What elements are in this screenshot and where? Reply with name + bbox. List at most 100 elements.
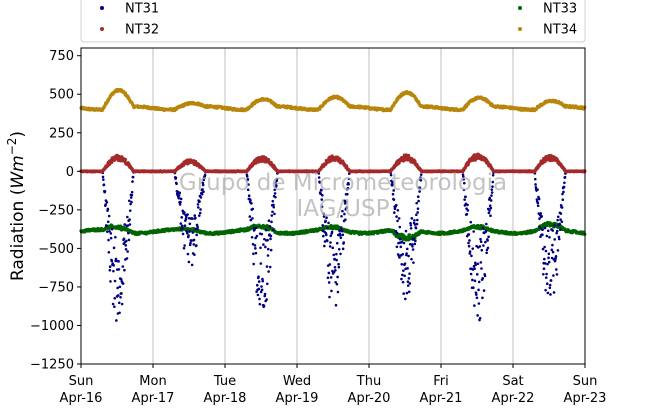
data-point-nt31 xyxy=(483,274,487,278)
data-point-nt31 xyxy=(342,241,346,244)
data-point-nt31 xyxy=(549,293,552,296)
data-point-nt31 xyxy=(477,302,481,305)
data-point-nt31 xyxy=(543,245,546,249)
data-point-nt31 xyxy=(105,224,108,228)
data-point-nt31 xyxy=(270,214,274,217)
data-point-nt31 xyxy=(486,246,490,250)
data-point-nt31 xyxy=(174,176,178,180)
data-point-nt31 xyxy=(252,262,255,266)
data-point-nt31 xyxy=(479,237,482,241)
data-point-nt31 xyxy=(112,269,115,273)
data-point-nt31 xyxy=(199,196,203,199)
data-point-nt31 xyxy=(545,282,549,286)
data-point-nt31 xyxy=(107,250,111,254)
data-point-nt31 xyxy=(393,211,396,214)
data-point-nt31 xyxy=(481,296,484,300)
data-point-nt31 xyxy=(188,230,191,233)
data-point-nt31 xyxy=(267,270,270,273)
data-point-nt31 xyxy=(198,211,202,215)
data-point-nt31 xyxy=(416,211,419,214)
data-point-nt31 xyxy=(399,245,403,249)
data-point-nt31 xyxy=(551,243,554,247)
data-point-nt31 xyxy=(126,215,129,219)
data-point-nt31 xyxy=(327,271,331,275)
data-point-nt31 xyxy=(334,269,337,272)
data-point-nt31 xyxy=(475,273,479,276)
data-point-nt31 xyxy=(560,220,564,223)
series-nt34 xyxy=(79,87,587,113)
data-point-nt31 xyxy=(556,215,560,219)
data-point-nt31 xyxy=(266,254,270,257)
data-point-nt31 xyxy=(183,211,186,214)
data-point-nt31 xyxy=(411,245,414,248)
data-point-nt31 xyxy=(489,214,492,217)
data-point-nt31 xyxy=(543,226,547,230)
legend-label-nt31: NT31 xyxy=(125,2,159,17)
data-point-nt31 xyxy=(472,230,475,233)
data-point-nt31 xyxy=(123,268,126,272)
data-point-nt31 xyxy=(260,285,263,288)
data-point-nt31 xyxy=(254,247,257,250)
data-point-nt31 xyxy=(264,228,268,232)
data-point-nt31 xyxy=(109,236,113,240)
data-point-nt31 xyxy=(254,251,258,255)
data-point-nt31 xyxy=(541,233,544,237)
data-point-nt31 xyxy=(543,257,546,261)
data-point-nt31 xyxy=(199,208,202,211)
data-point-nt31 xyxy=(556,218,559,222)
data-point-nt31 xyxy=(479,261,483,264)
data-point-nt31 xyxy=(416,207,420,210)
data-point-nt31 xyxy=(542,272,545,276)
data-point-nt31 xyxy=(468,239,471,242)
data-point-nt31 xyxy=(113,305,116,309)
data-point-nt31 xyxy=(470,254,473,258)
data-point-nt31 xyxy=(334,303,338,307)
data-point-nt31 xyxy=(254,226,258,230)
data-point-nt31 xyxy=(412,237,416,240)
data-point-nt31 xyxy=(193,214,197,217)
data-point-nt31 xyxy=(401,280,405,284)
data-point-nt31 xyxy=(188,222,192,226)
data-point-nt31 xyxy=(337,262,340,266)
data-point-nt31 xyxy=(271,199,275,203)
data-point-nt31 xyxy=(410,257,413,261)
data-point-nt31 xyxy=(130,190,134,194)
data-point-nt31 xyxy=(487,235,490,239)
data-point-nt31 xyxy=(108,265,112,268)
data-point-nt31 xyxy=(338,229,341,233)
data-point-nt31 xyxy=(131,175,135,179)
data-point-nt31 xyxy=(118,311,121,315)
data-point-nt31 xyxy=(395,245,399,249)
data-point-nt31 xyxy=(122,237,126,241)
data-point-nt31 xyxy=(331,246,335,250)
data-point-nt31 xyxy=(473,279,477,283)
data-point-nt31 xyxy=(471,247,475,250)
data-point-nt31 xyxy=(477,280,481,284)
data-point-nt31 xyxy=(409,227,413,230)
data-point-nt31 xyxy=(406,280,410,284)
data-point-nt31 xyxy=(265,298,268,301)
data-point-nt31 xyxy=(488,209,491,212)
data-point-nt31 xyxy=(128,218,131,221)
data-point-nt31 xyxy=(335,282,339,286)
data-point-nt31 xyxy=(473,304,476,307)
data-point-nt31 xyxy=(177,196,181,200)
data-point-nt31 xyxy=(131,180,134,183)
data-point-nt31 xyxy=(534,183,537,186)
data-point-nt31 xyxy=(326,226,329,230)
data-point-nt31 xyxy=(337,265,341,269)
data-point-nt31 xyxy=(181,226,184,230)
data-point-nt31 xyxy=(332,253,336,257)
data-point-nt31 xyxy=(269,237,272,241)
data-point-nt31 xyxy=(258,297,261,301)
data-point-nt32 xyxy=(123,157,127,162)
data-point-nt31 xyxy=(191,231,195,234)
data-point-nt31 xyxy=(549,279,553,282)
legend-label-nt34: NT34 xyxy=(543,23,577,38)
data-point-nt31 xyxy=(183,224,187,227)
data-point-nt31 xyxy=(476,314,479,317)
data-point-nt31 xyxy=(260,288,264,292)
data-point-nt31 xyxy=(268,225,272,228)
data-point-nt31 xyxy=(180,224,184,228)
